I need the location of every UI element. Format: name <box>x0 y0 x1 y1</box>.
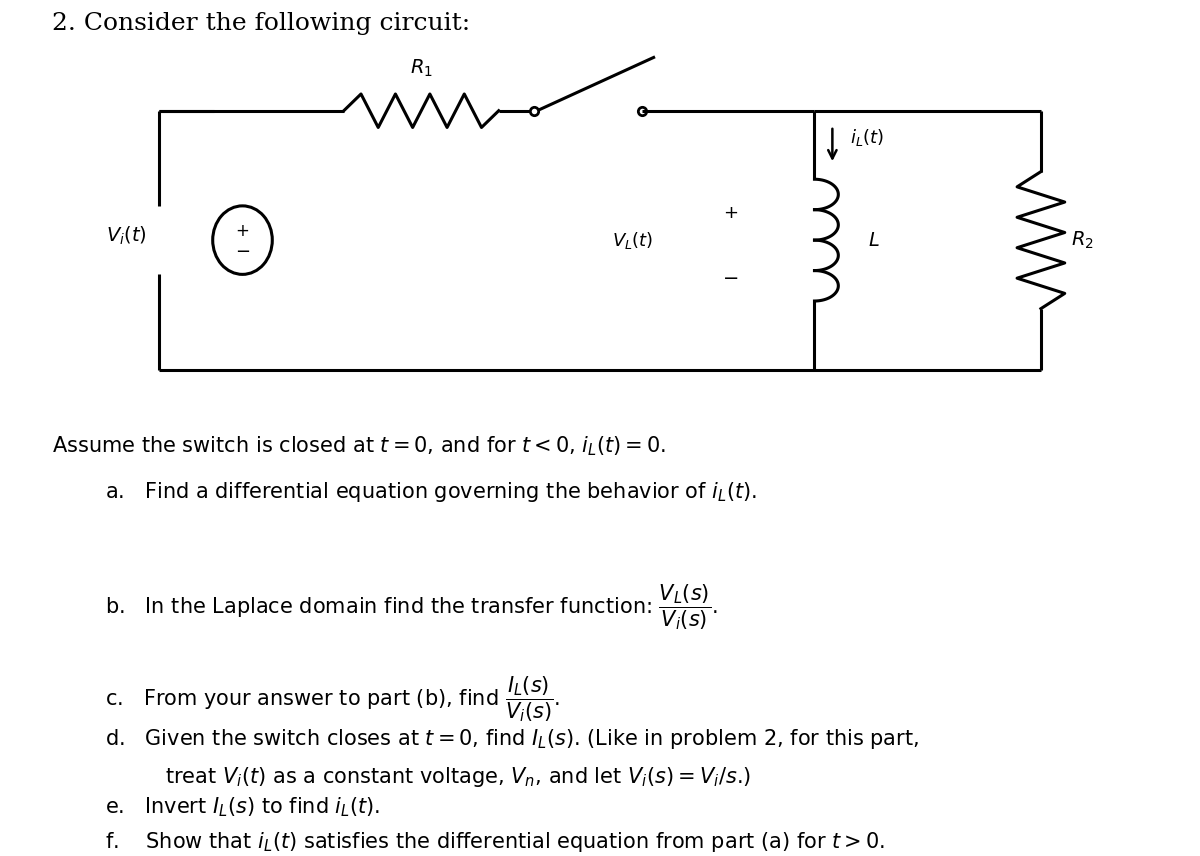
Text: d.   Given the switch closes at $t = 0$, find $I_L(s)$. (Like in problem 2, for : d. Given the switch closes at $t = 0$, f… <box>106 728 919 752</box>
Text: −: − <box>235 242 250 260</box>
Text: c.   From your answer to part (b), find $\dfrac{I_L(s)}{V_i(s)}$.: c. From your answer to part (b), find $\… <box>106 674 560 723</box>
Text: treat $V_i(t)$ as a constant voltage, $V_n$, and let $V_i(s) = V_i/ s$.): treat $V_i(t)$ as a constant voltage, $V… <box>166 765 751 789</box>
Text: Assume the switch is closed at $t = 0$, and for $t < 0$, $i_L(t) = 0$.: Assume the switch is closed at $t = 0$, … <box>52 434 666 458</box>
Text: $R_1$: $R_1$ <box>409 57 433 79</box>
Text: 2. Consider the following circuit:: 2. Consider the following circuit: <box>52 12 470 35</box>
Text: $R_2$: $R_2$ <box>1070 229 1093 251</box>
Text: b.   In the Laplace domain find the transfer function: $\dfrac{V_L(s)}{V_i(s)}$.: b. In the Laplace domain find the transf… <box>106 583 719 633</box>
Text: $i_L(t)$: $i_L(t)$ <box>851 127 884 148</box>
Text: e.   Invert $I_L(s)$ to find $i_L(t)$.: e. Invert $I_L(s)$ to find $i_L(t)$. <box>106 796 380 819</box>
Text: +: + <box>724 205 738 223</box>
Text: f.    Show that $i_L(t)$ satisfies the differential equation from part (a) for $: f. Show that $i_L(t)$ satisfies the diff… <box>106 830 886 854</box>
Text: $V_L(t)$: $V_L(t)$ <box>612 229 654 251</box>
Text: a.   Find a differential equation governing the behavior of $i_L(t)$.: a. Find a differential equation governin… <box>106 480 757 504</box>
Text: +: + <box>235 222 250 240</box>
Text: $L$: $L$ <box>868 230 880 250</box>
Text: $V_i(t)$: $V_i(t)$ <box>107 225 148 247</box>
Text: −: − <box>722 269 739 288</box>
